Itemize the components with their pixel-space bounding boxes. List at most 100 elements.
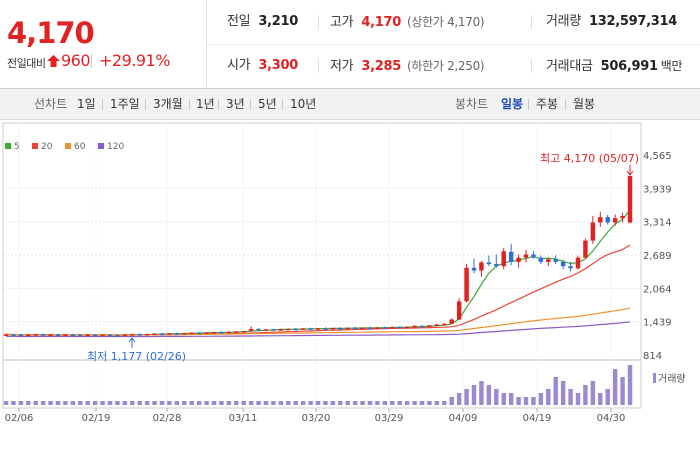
y-tick-label: 3,939 — [643, 184, 672, 195]
high-label: 고가 — [330, 15, 354, 30]
candle-body — [11, 334, 16, 336]
tab-1d[interactable]: 1일 — [77, 97, 96, 111]
divider — [282, 99, 283, 110]
tab-monthly[interactable]: 월봉 — [573, 97, 596, 111]
candle-body — [434, 324, 440, 327]
current-price: 4,170 — [7, 16, 95, 50]
volume-bar — [568, 389, 573, 405]
divider — [145, 99, 146, 110]
divider — [318, 59, 319, 73]
volume-value: 132,597,314 — [588, 14, 677, 29]
quote-row-2: 시가 3,300 저가 3,285 (하한가 2,250) 거래대금 506,991 백만 — [206, 44, 700, 88]
quote-panel: 4,170 전일대비 960 +29.91% 전일 3,210 고가 4,170 (상… — [0, 0, 700, 89]
volume-bar — [508, 393, 514, 405]
volume-bar — [263, 401, 269, 405]
up-arrow-icon — [47, 55, 60, 67]
volume-bar — [271, 401, 276, 405]
open-label: 시가 — [227, 58, 251, 73]
y-tick-label: 3,314 — [643, 218, 672, 229]
candle-body — [189, 332, 194, 335]
trade-value-stat: 거래대금 506,991 백만 — [546, 44, 683, 88]
legend-label: 120 — [107, 142, 124, 152]
candle-body — [174, 333, 180, 335]
volume-bar — [219, 401, 224, 405]
open-value: 3,300 — [258, 58, 298, 73]
volume-bar — [456, 393, 462, 405]
volume-bar — [137, 401, 142, 405]
volume-bar — [144, 401, 150, 405]
volume-label: 거래량 — [546, 14, 581, 29]
stock-chart[interactable]: 5 20 60 120 4,565 3,939 3,314 2,689 2,064 1,439 81… — [0, 120, 700, 450]
volume-bar — [323, 401, 328, 405]
legend-swatch — [5, 143, 11, 149]
x-tick-label: 03/20 — [302, 413, 331, 424]
volume-bar — [627, 365, 633, 405]
volume-bar — [122, 401, 128, 405]
candle-body — [48, 334, 53, 336]
volume-bar — [107, 401, 113, 405]
chart-tabs: 선차트 1일 1주일 3개월 1년 3년 5년 10년 봉차트 일봉 주봉 월봉 — [0, 89, 700, 120]
volume-bar — [382, 401, 388, 405]
candlestick-chart: 5 20 60 120 4,565 3,939 3,314 2,689 2,064 1,439 81… — [2, 122, 686, 424]
volume-bar — [479, 381, 484, 405]
trade-value-value: 506,991 — [600, 59, 658, 74]
legend-swatch — [65, 143, 71, 149]
candle-body — [315, 328, 321, 330]
candle-body — [204, 332, 209, 334]
tab-3y[interactable]: 3년 — [226, 97, 245, 111]
candle-body — [55, 334, 61, 336]
tab-1y[interactable]: 1년 — [196, 97, 215, 111]
volume-bar — [159, 401, 165, 405]
volume-bar — [471, 385, 477, 405]
tab-5y[interactable]: 5년 — [258, 97, 277, 111]
candle-body — [620, 216, 625, 219]
candle-body — [130, 334, 135, 336]
volume-bar — [412, 401, 417, 405]
volume-bar — [189, 401, 194, 405]
candle-body — [427, 325, 432, 327]
volume-bar — [352, 401, 358, 405]
tab-1w[interactable]: 1주일 — [110, 97, 140, 111]
volume-bar — [182, 401, 187, 405]
candle-body — [159, 333, 165, 336]
tab-3m[interactable]: 3개월 — [153, 97, 183, 111]
candle-body — [419, 325, 425, 328]
candle-body — [182, 333, 187, 335]
tab-weekly[interactable]: 주봉 — [536, 97, 559, 111]
ma5-line — [5, 209, 631, 336]
y-tick-label: 4,565 — [643, 151, 672, 162]
legend-label: 60 — [74, 142, 86, 152]
candle-body — [100, 334, 105, 337]
candle-body — [375, 327, 380, 329]
candle-body — [560, 261, 566, 267]
upper-limit: (상한가 4,170) — [406, 15, 485, 29]
ma120-line — [5, 321, 631, 338]
high: 고가 4,170 (상한가 4,170) — [330, 0, 485, 44]
volume-bar — [11, 401, 16, 405]
candle-body — [575, 257, 581, 269]
line-chart-label: 선차트 — [34, 97, 68, 111]
tab-10y[interactable]: 10년 — [290, 97, 317, 111]
tab-daily[interactable]: 일봉 — [501, 97, 524, 111]
volume-bar — [256, 401, 261, 405]
volume-bar — [48, 401, 53, 405]
candle-body — [390, 326, 395, 329]
volume-bar — [85, 401, 90, 405]
volume-bar — [419, 401, 425, 405]
candle-body — [256, 329, 261, 331]
volume-bar — [78, 401, 83, 405]
volume-bar — [174, 401, 180, 405]
volume-bar — [70, 401, 76, 405]
volume-bar — [338, 401, 343, 405]
volume-legend-label: 거래량 — [658, 373, 686, 385]
candle-body — [219, 332, 224, 334]
candle-body — [271, 329, 276, 331]
chart-frame — [2, 122, 642, 409]
high-value: 4,170 — [361, 15, 401, 30]
volume-bar — [18, 401, 24, 405]
low: 저가 3,285 (하한가 2,250) — [330, 44, 485, 88]
x-tick-label: 03/29 — [375, 413, 404, 424]
candle-body — [286, 328, 291, 331]
volume-bar — [278, 401, 284, 405]
open: 시가 3,300 — [227, 44, 298, 88]
